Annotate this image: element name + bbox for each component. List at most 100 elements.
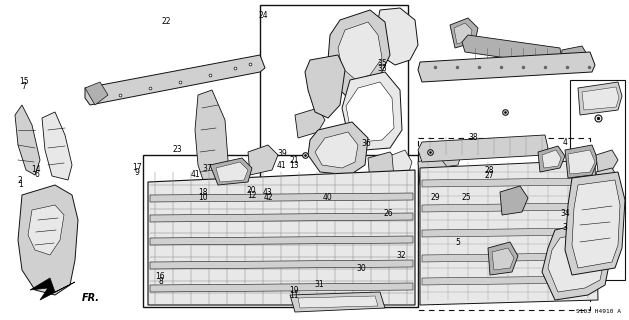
Text: 34: 34 [560,209,570,218]
Polygon shape [85,55,265,105]
Polygon shape [596,168,618,190]
Polygon shape [368,152,398,182]
Polygon shape [150,213,413,222]
Text: 26: 26 [384,209,394,218]
Polygon shape [15,105,40,175]
Text: 37: 37 [203,164,213,173]
Polygon shape [568,150,595,174]
Polygon shape [578,82,622,115]
Polygon shape [454,23,472,44]
Polygon shape [492,248,514,270]
Polygon shape [328,10,390,100]
Polygon shape [305,55,345,118]
Text: 30: 30 [357,264,367,273]
Polygon shape [420,160,598,305]
Bar [260,5,408,243]
Text: 18: 18 [198,188,208,197]
Polygon shape [315,132,358,168]
Text: 15: 15 [19,77,29,86]
Polygon shape [392,150,412,178]
Text: 41: 41 [277,161,287,170]
Bar [570,80,625,280]
Polygon shape [548,230,605,292]
Text: 23: 23 [172,145,182,154]
Polygon shape [560,46,588,72]
Polygon shape [150,260,413,269]
Polygon shape [195,90,228,195]
Polygon shape [85,82,108,105]
Polygon shape [565,172,625,275]
Polygon shape [422,228,595,237]
Bar [143,155,418,307]
Polygon shape [488,242,518,275]
Polygon shape [148,170,415,305]
Text: 39: 39 [277,149,287,158]
Polygon shape [216,162,248,182]
Polygon shape [295,108,325,138]
Text: 7: 7 [21,82,26,91]
Polygon shape [338,22,382,80]
Polygon shape [418,135,548,162]
Polygon shape [542,150,561,168]
Text: 3: 3 [562,223,567,232]
Text: 1: 1 [18,180,23,189]
Text: 40: 40 [322,193,332,202]
Polygon shape [290,292,385,312]
Polygon shape [210,158,252,185]
Text: 4: 4 [562,138,567,147]
Polygon shape [308,122,368,175]
Text: 11: 11 [289,291,299,300]
Text: 9: 9 [135,168,140,177]
Text: 43: 43 [263,188,273,197]
Polygon shape [150,193,413,202]
Text: 12: 12 [247,191,257,200]
Polygon shape [150,236,413,245]
Text: 2: 2 [18,176,23,185]
Polygon shape [346,82,394,142]
Polygon shape [418,52,595,82]
Polygon shape [565,145,598,178]
Polygon shape [248,145,278,175]
Polygon shape [18,185,78,295]
Polygon shape [422,203,595,212]
Polygon shape [42,112,72,180]
Text: 21: 21 [289,156,299,165]
Text: 36: 36 [361,139,371,148]
Polygon shape [418,155,448,185]
Text: 28: 28 [484,166,494,175]
Polygon shape [596,150,618,172]
Text: 8: 8 [158,277,163,286]
Text: 19: 19 [289,286,299,295]
Text: S103 H4910 A: S103 H4910 A [576,309,621,314]
Text: 33: 33 [377,64,387,73]
Polygon shape [582,87,619,110]
Polygon shape [422,253,595,262]
Text: 16: 16 [155,272,165,281]
Text: 41: 41 [190,170,200,179]
Polygon shape [375,8,418,65]
Polygon shape [462,35,562,65]
Text: 42: 42 [263,193,273,202]
Polygon shape [342,72,402,150]
Text: 38: 38 [468,133,478,142]
Polygon shape [572,180,620,268]
Polygon shape [30,278,75,300]
Polygon shape [538,146,565,172]
Text: 22: 22 [162,17,172,26]
Text: 20: 20 [247,186,257,195]
Text: 29: 29 [430,193,440,202]
Text: FR.: FR. [82,293,100,303]
Text: 6: 6 [34,170,39,179]
Polygon shape [432,142,462,168]
Polygon shape [542,220,612,300]
Polygon shape [450,18,478,48]
Text: 31: 31 [314,280,325,289]
Text: 13: 13 [289,161,299,170]
Text: 24: 24 [258,11,268,20]
Polygon shape [298,296,378,308]
Text: 17: 17 [132,164,142,172]
Polygon shape [422,276,595,285]
Text: 35: 35 [377,60,387,68]
Polygon shape [28,205,64,255]
Text: 25: 25 [462,193,472,202]
